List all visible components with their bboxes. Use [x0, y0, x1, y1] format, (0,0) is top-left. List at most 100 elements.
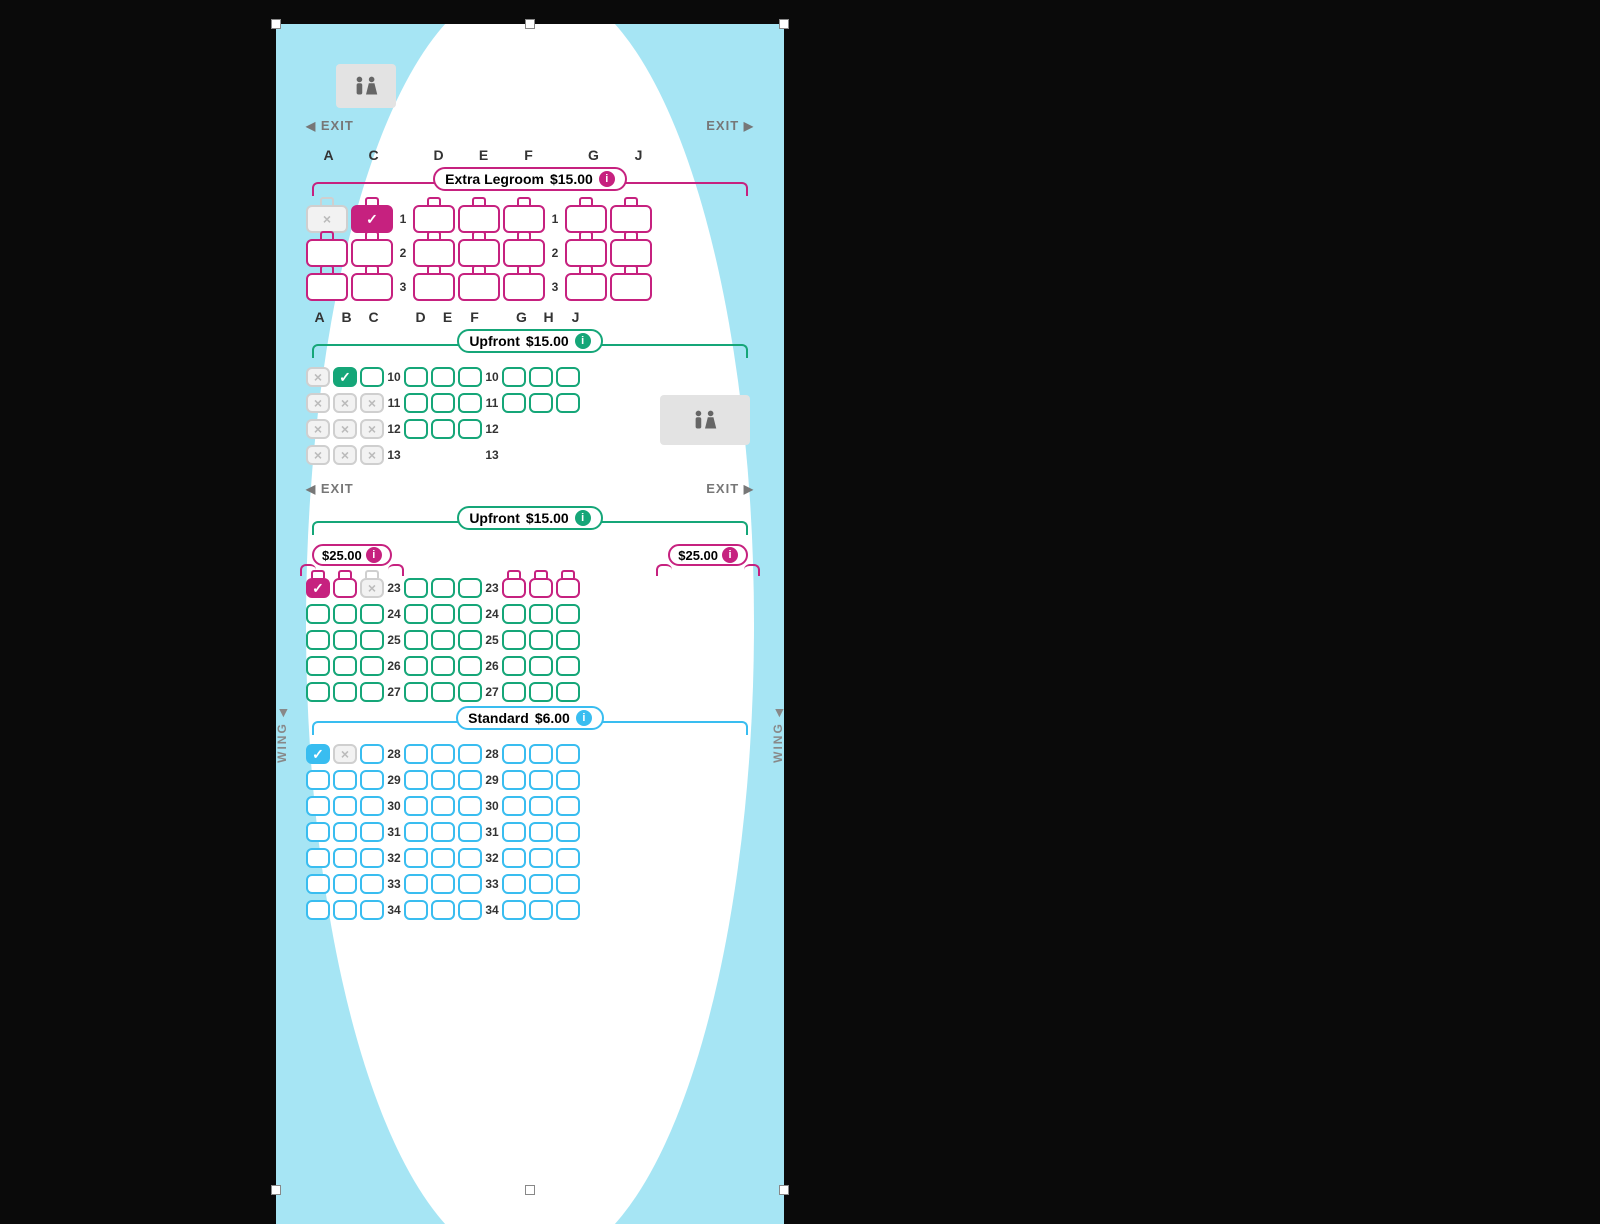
seat-25-5[interactable] — [431, 630, 455, 650]
seat-24-8[interactable] — [529, 604, 553, 624]
seat-25-4[interactable] — [404, 630, 428, 650]
seat-10-5[interactable] — [431, 367, 455, 387]
seat-28-6[interactable] — [458, 744, 482, 764]
seat-10-6[interactable] — [458, 367, 482, 387]
seat-30-1[interactable] — [306, 796, 330, 816]
seat-10-4[interactable] — [404, 367, 428, 387]
seat-33-7[interactable] — [502, 874, 526, 894]
info-icon[interactable]: i — [722, 547, 738, 563]
seat-23-9[interactable] — [556, 578, 580, 598]
seat-1-7[interactable] — [610, 205, 652, 233]
seat-25-1[interactable] — [306, 630, 330, 650]
seat-11-6[interactable] — [458, 393, 482, 413]
seat-3-7[interactable] — [610, 273, 652, 301]
seat-27-1[interactable] — [306, 682, 330, 702]
seat-33-3[interactable] — [360, 874, 384, 894]
info-icon[interactable]: i — [575, 333, 591, 349]
seat-29-4[interactable] — [404, 770, 428, 790]
seat-33-5[interactable] — [431, 874, 455, 894]
seat-28-7[interactable] — [502, 744, 526, 764]
seat-33-2[interactable] — [333, 874, 357, 894]
seat-26-3[interactable] — [360, 656, 384, 676]
seat-26-6[interactable] — [458, 656, 482, 676]
seat-29-5[interactable] — [431, 770, 455, 790]
seat-1-4[interactable] — [458, 205, 500, 233]
resize-handle-br[interactable] — [779, 1185, 789, 1195]
seat-2-1[interactable] — [306, 239, 348, 267]
info-icon[interactable]: i — [599, 171, 615, 187]
seat-31-8[interactable] — [529, 822, 553, 842]
seat-29-3[interactable] — [360, 770, 384, 790]
seat-24-4[interactable] — [404, 604, 428, 624]
seat-28-8[interactable] — [529, 744, 553, 764]
seat-1-3[interactable] — [413, 205, 455, 233]
seat-33-4[interactable] — [404, 874, 428, 894]
info-icon[interactable]: i — [575, 510, 591, 526]
seat-11-5[interactable] — [431, 393, 455, 413]
seat-32-1[interactable] — [306, 848, 330, 868]
seat-34-2[interactable] — [333, 900, 357, 920]
info-icon[interactable]: i — [576, 710, 592, 726]
seat-25-8[interactable] — [529, 630, 553, 650]
seat-32-8[interactable] — [529, 848, 553, 868]
seat-28-4[interactable] — [404, 744, 428, 764]
seat-29-6[interactable] — [458, 770, 482, 790]
seat-27-8[interactable] — [529, 682, 553, 702]
seat-23-7[interactable] — [502, 578, 526, 598]
seat-12-6[interactable] — [458, 419, 482, 439]
seat-26-8[interactable] — [529, 656, 553, 676]
seat-32-5[interactable] — [431, 848, 455, 868]
seat-32-4[interactable] — [404, 848, 428, 868]
seat-10-9[interactable] — [556, 367, 580, 387]
seat-12-5[interactable] — [431, 419, 455, 439]
seat-25-9[interactable] — [556, 630, 580, 650]
seat-23-2[interactable] — [333, 578, 357, 598]
seat-31-6[interactable] — [458, 822, 482, 842]
resize-handle-bm[interactable] — [525, 1185, 535, 1195]
seat-24-6[interactable] — [458, 604, 482, 624]
seat-3-2[interactable] — [351, 273, 393, 301]
seat-31-3[interactable] — [360, 822, 384, 842]
seat-33-8[interactable] — [529, 874, 553, 894]
seat-26-5[interactable] — [431, 656, 455, 676]
seat-33-9[interactable] — [556, 874, 580, 894]
seat-2-6[interactable] — [565, 239, 607, 267]
seat-29-7[interactable] — [502, 770, 526, 790]
seat-28-3[interactable] — [360, 744, 384, 764]
seat-26-9[interactable] — [556, 656, 580, 676]
seat-24-1[interactable] — [306, 604, 330, 624]
seat-3-5[interactable] — [503, 273, 545, 301]
seat-26-7[interactable] — [502, 656, 526, 676]
seat-23-5[interactable] — [431, 578, 455, 598]
seat-map-artboard[interactable]: WING ◀ WING ◀ ◀ EXIT EXIT ▶ ACDEFGJExtra… — [276, 24, 784, 1224]
seat-32-9[interactable] — [556, 848, 580, 868]
seat-12-4[interactable] — [404, 419, 428, 439]
seat-28-5[interactable] — [431, 744, 455, 764]
seat-31-5[interactable] — [431, 822, 455, 842]
seat-25-2[interactable] — [333, 630, 357, 650]
seat-28-9[interactable] — [556, 744, 580, 764]
seat-2-5[interactable] — [503, 239, 545, 267]
seat-31-4[interactable] — [404, 822, 428, 842]
seat-32-3[interactable] — [360, 848, 384, 868]
seat-23-8[interactable] — [529, 578, 553, 598]
seat-27-2[interactable] — [333, 682, 357, 702]
seat-29-1[interactable] — [306, 770, 330, 790]
seat-28-1[interactable] — [306, 744, 330, 764]
seat-27-9[interactable] — [556, 682, 580, 702]
seat-2-3[interactable] — [413, 239, 455, 267]
info-icon[interactable]: i — [366, 547, 382, 563]
seat-25-7[interactable] — [502, 630, 526, 650]
seat-31-1[interactable] — [306, 822, 330, 842]
seat-3-6[interactable] — [565, 273, 607, 301]
seat-31-7[interactable] — [502, 822, 526, 842]
seat-27-4[interactable] — [404, 682, 428, 702]
seat-10-2[interactable] — [333, 367, 357, 387]
resize-handle-bl[interactable] — [271, 1185, 281, 1195]
seat-3-3[interactable] — [413, 273, 455, 301]
seat-32-2[interactable] — [333, 848, 357, 868]
seat-23-6[interactable] — [458, 578, 482, 598]
seat-33-6[interactable] — [458, 874, 482, 894]
seat-24-5[interactable] — [431, 604, 455, 624]
seat-11-4[interactable] — [404, 393, 428, 413]
